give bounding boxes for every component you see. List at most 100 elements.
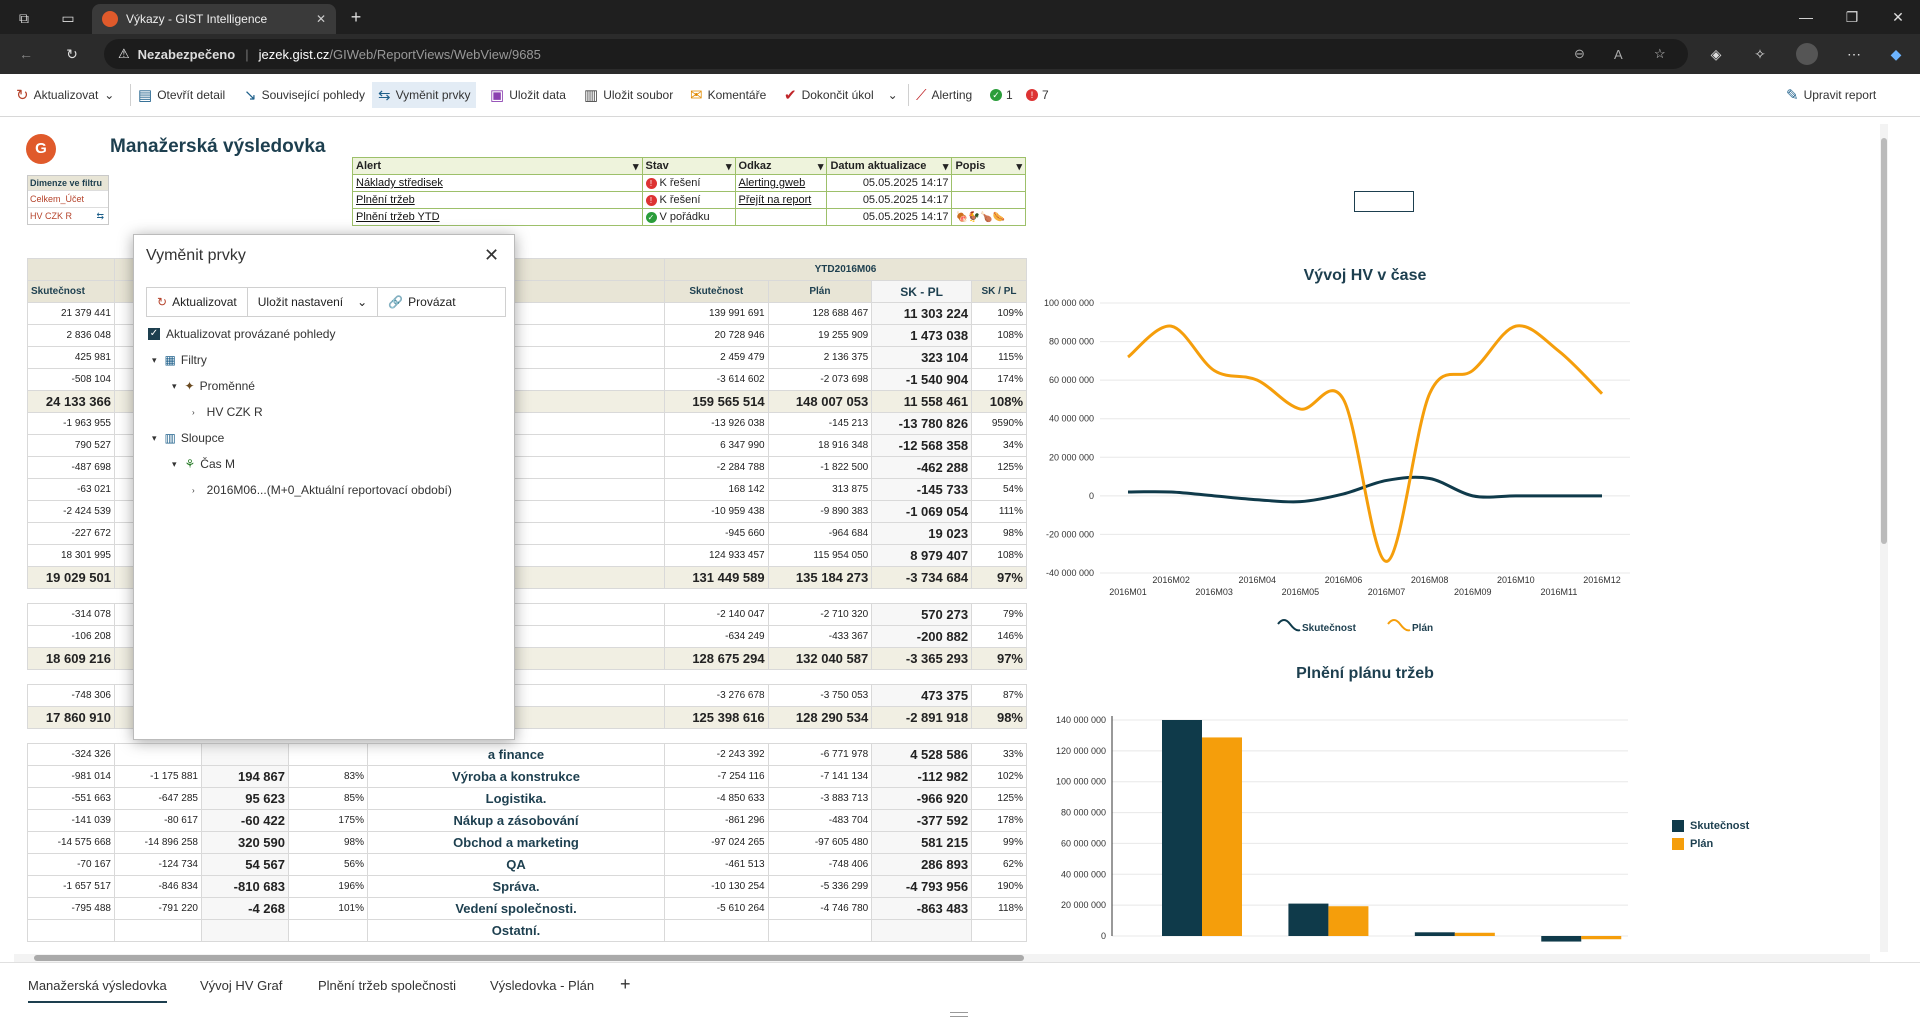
favorite-icon[interactable]: ☆ [1654,46,1666,62]
finish-task-button[interactable]: ✔Dokončit úkol⌄ [784,82,898,108]
save-data-button[interactable]: ▣Uložit data [490,82,566,108]
diff-cell[interactable]: -2 891 918 [872,707,972,729]
save-file-button[interactable]: ▥Uložit soubor [584,82,673,108]
value-cell[interactable]: -2 140 047 [665,604,769,626]
value-cell[interactable]: 54 567 [202,854,289,876]
dialog-refresh-button[interactable]: ↻Aktualizovat [147,288,248,316]
value-cell[interactable] [202,920,289,942]
filter-row[interactable]: Celkem_Účet [28,190,108,207]
row-label[interactable]: Logistika. [368,788,665,810]
comments-button[interactable]: ✉Komentáře [690,82,766,108]
value-cell[interactable]: -634 249 [665,626,769,648]
tree-expand-icon[interactable]: ▾ [172,381,177,392]
value-cell[interactable]: 132 040 587 [768,648,872,670]
value-cell[interactable]: 19 029 501 [28,567,115,589]
link-text[interactable]: Alerting.gweb [739,177,806,189]
value-cell[interactable] [289,920,368,942]
value-cell[interactable]: -10 959 438 [665,501,769,523]
value-cell[interactable]: -1 822 500 [768,457,872,479]
value-cell[interactable]: 18 916 348 [768,435,872,457]
diff-cell[interactable]: 570 273 [872,604,972,626]
value-cell[interactable]: 320 590 [202,832,289,854]
value-cell[interactable]: 20 728 946 [665,325,769,347]
update-linked-checkbox[interactable]: ✓Aktualizovat provázané pohledy [148,327,335,341]
minimize-icon[interactable]: — [1796,7,1816,27]
row-label[interactable]: Nákup a zásobování [368,810,665,832]
diff-cell[interactable]: -112 982 [872,766,972,788]
date-col-header[interactable]: Datum aktualizace▾ [827,158,952,175]
value-cell[interactable]: 115 954 050 [768,545,872,567]
value-cell[interactable]: -13 926 038 [665,413,769,435]
value-cell[interactable]: -1 963 955 [28,413,115,435]
value-cell[interactable]: 168 142 [665,479,769,501]
diff-cell[interactable]: 8 979 407 [872,545,972,567]
workspaces-icon[interactable]: ⧉ [14,8,34,28]
value-cell[interactable]: -7 254 116 [665,766,769,788]
back-icon[interactable]: ← [16,44,36,64]
diff-cell[interactable]: 323 104 [872,347,972,369]
value-cell[interactable]: -861 296 [665,810,769,832]
value-cell[interactable]: -2 243 392 [665,744,769,766]
value-cell[interactable]: -846 834 [115,876,202,898]
row-label[interactable]: a finance [368,744,665,766]
alert-link-cell[interactable]: Přejít na report [735,192,827,209]
tree-node-time-item[interactable]: ›2016M06...(M+0_Aktuální reportovací obd… [192,483,452,497]
value-cell[interactable]: 196% [289,876,368,898]
value-cell[interactable]: -791 220 [115,898,202,920]
value-cell[interactable]: -141 039 [28,810,115,832]
diff-cell[interactable] [872,920,972,942]
diff-cell[interactable]: -863 483 [872,898,972,920]
value-cell[interactable]: 139 991 691 [665,303,769,325]
value-cell[interactable]: 790 527 [28,435,115,457]
link-button[interactable]: 🔗Provázat [378,288,465,316]
value-cell[interactable] [665,920,769,942]
pct-cell[interactable]: 102% [972,766,1027,788]
value-cell[interactable]: 17 860 910 [28,707,115,729]
value-cell[interactable]: -3 883 713 [768,788,872,810]
extension-icon[interactable]: ◈ [1706,44,1726,64]
close-icon[interactable]: ✕ [484,245,499,266]
value-cell[interactable]: 83% [289,766,368,788]
sheet-tab[interactable]: Plnění tržeb společnosti [318,978,456,993]
value-cell[interactable] [28,920,115,942]
alert-name[interactable]: Plnění tržeb [353,192,643,209]
diff-cell[interactable]: 473 375 [872,685,972,707]
alert-ok-count[interactable]: ✓1 [990,82,1013,108]
value-cell[interactable]: -7 141 134 [768,766,872,788]
value-cell[interactable]: 125 398 616 [665,707,769,729]
tree-node-variables[interactable]: ▾✦Proměnné [172,379,255,393]
value-cell[interactable]: -10 130 254 [665,876,769,898]
value-cell[interactable]: -4 746 780 [768,898,872,920]
value-cell[interactable]: 194 867 [202,766,289,788]
horizontal-scrollbar[interactable] [14,954,1870,962]
new-tab-icon[interactable]: + [346,7,366,27]
value-cell[interactable]: 95 623 [202,788,289,810]
header-cell[interactable]: SK - PL [872,281,972,303]
value-cell[interactable]: 148 007 053 [768,391,872,413]
value-cell[interactable]: 2 459 479 [665,347,769,369]
value-cell[interactable]: 6 347 990 [665,435,769,457]
pct-cell[interactable]: 108% [972,391,1027,413]
value-cell[interactable]: 135 184 273 [768,567,872,589]
value-cell[interactable]: -3 750 053 [768,685,872,707]
scrollbar-thumb[interactable] [1881,138,1887,544]
value-cell[interactable]: -433 367 [768,626,872,648]
pct-cell[interactable]: 54% [972,479,1027,501]
open-detail-button[interactable]: ▤Otevřít detail [138,82,225,108]
vertical-scrollbar[interactable] [1880,124,1888,952]
close-window-icon[interactable]: ✕ [1888,7,1908,27]
diff-cell[interactable]: -377 592 [872,810,972,832]
alert-col-header[interactable]: Alert▾ [353,158,643,175]
value-cell[interactable]: -124 734 [115,854,202,876]
url-field[interactable]: ⚠ Nezabezpečeno | jezek.gist.cz /GIWeb/R… [104,39,1688,69]
diff-cell[interactable]: -3 734 684 [872,567,972,589]
tree-node-columns[interactable]: ▾▥Sloupce [152,431,224,445]
value-cell[interactable]: -647 285 [115,788,202,810]
value-cell[interactable]: -3 276 678 [665,685,769,707]
row-label[interactable]: Vedení společnosti. [368,898,665,920]
zoom-icon[interactable]: ⊖ [1574,46,1585,62]
value-cell[interactable]: 21 379 441 [28,303,115,325]
value-cell[interactable]: -795 488 [28,898,115,920]
pct-cell[interactable]: 146% [972,626,1027,648]
pct-cell[interactable] [972,920,1027,942]
